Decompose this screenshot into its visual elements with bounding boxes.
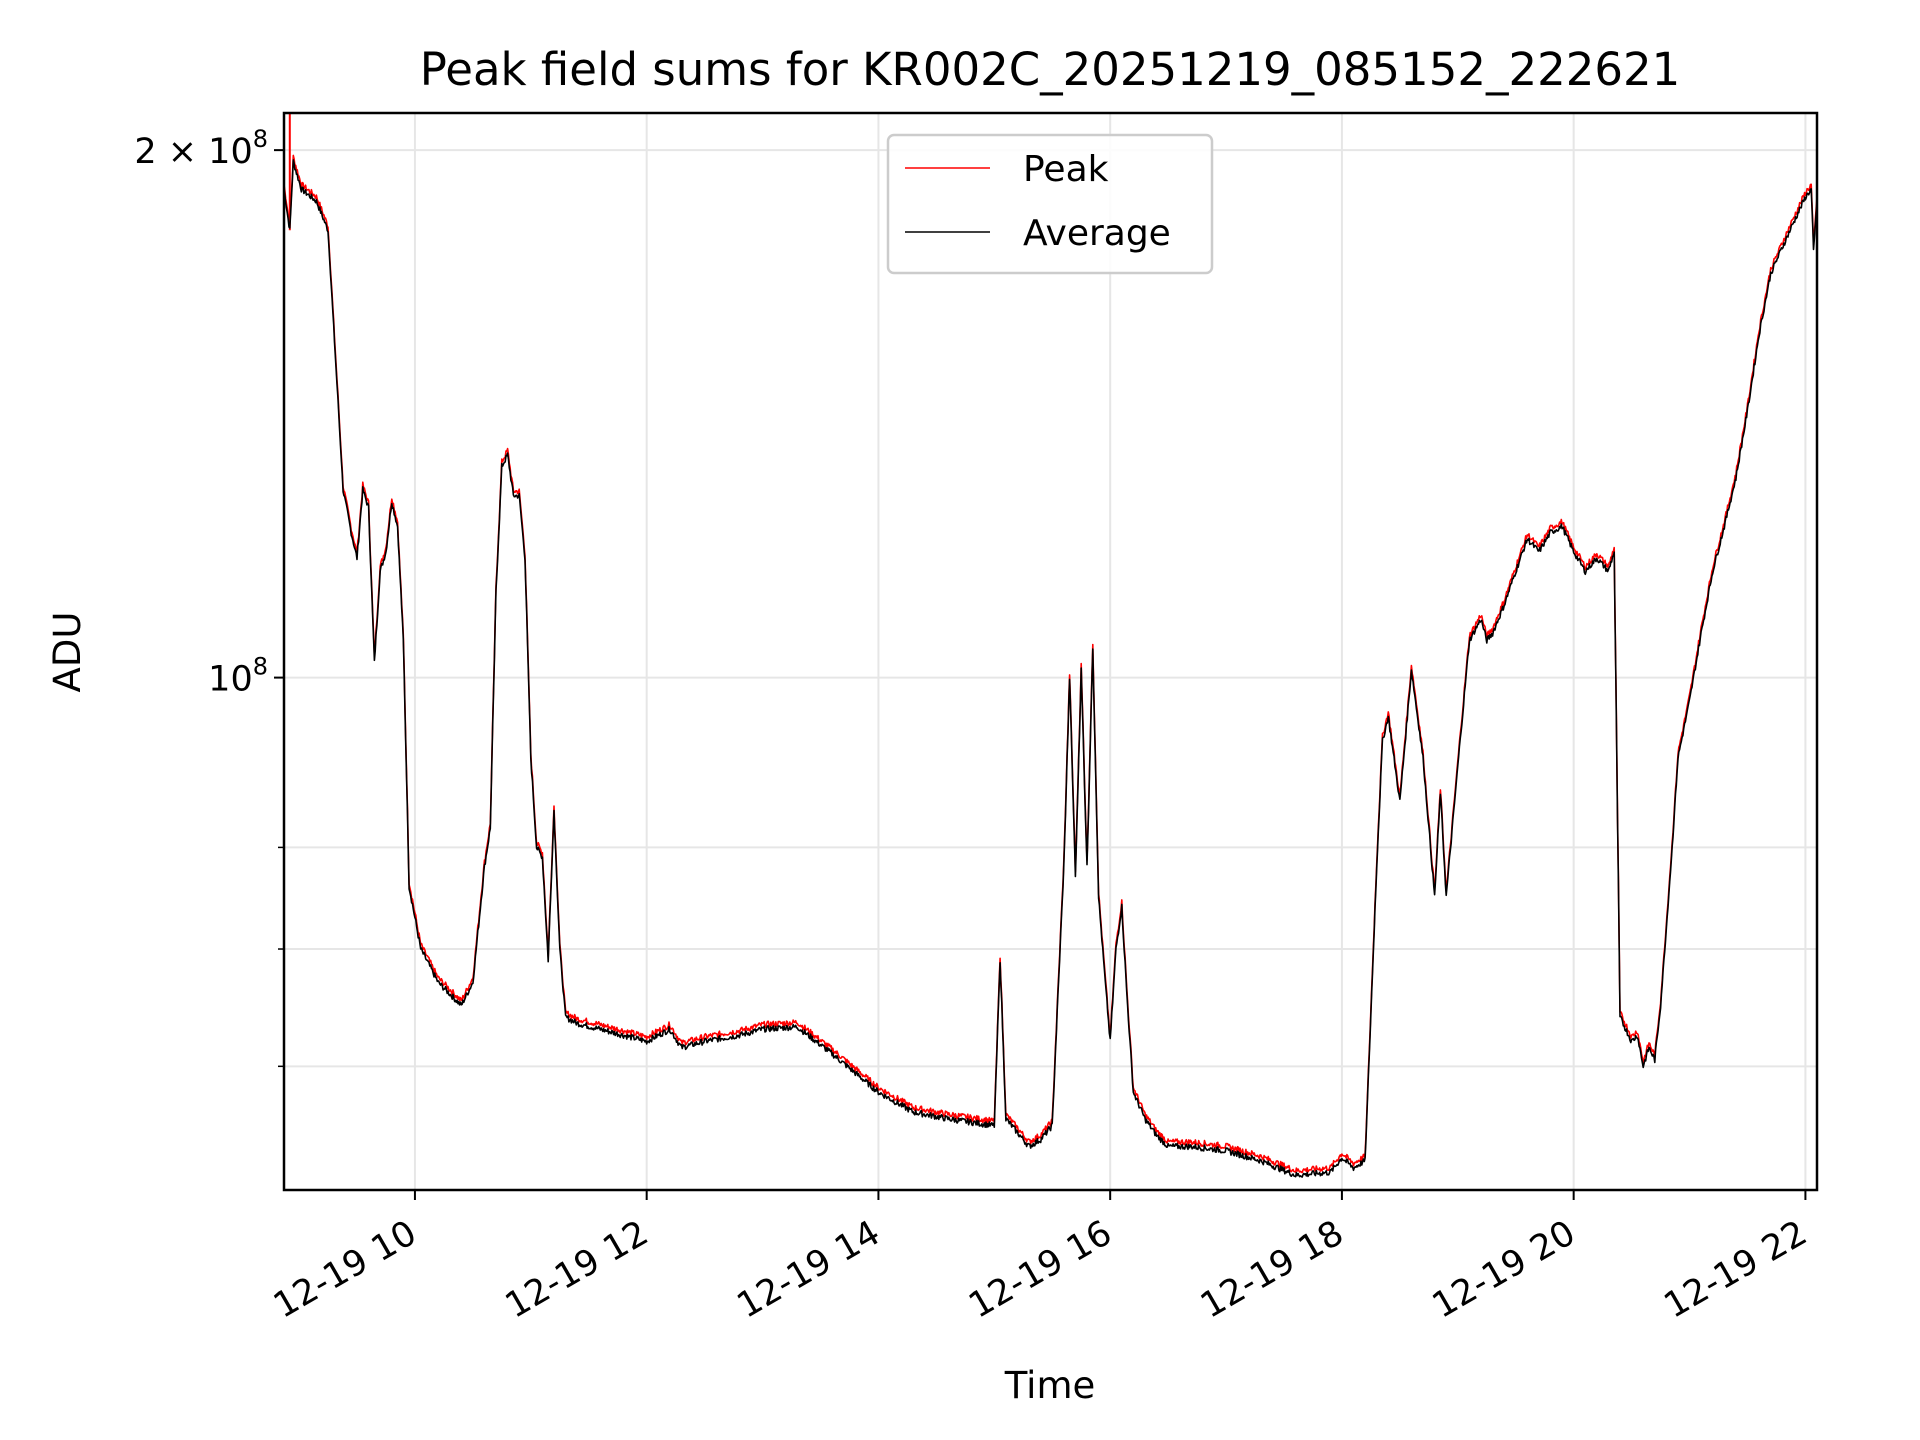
legend: Peak Average [886, 133, 1214, 275]
x-tick-label: 12-19 10 [267, 1213, 423, 1326]
chart-title: Peak field sums for KR002C_20251219_0851… [420, 43, 1680, 96]
legend-box [886, 133, 1214, 275]
x-tick-label: 12-19 20 [1426, 1213, 1582, 1326]
tick-layer: 12-19 10 12-19 12 12-19 14 12-19 16 12-19 18… [134, 125, 1814, 1326]
y-axis-label: ADU [46, 612, 89, 693]
x-tick-label: 12-19 18 [1194, 1213, 1350, 1326]
y-tick-label: 2 × 108 [134, 125, 268, 172]
plot-area-frame [282, 111, 1819, 1192]
series-line-average [283, 159, 1818, 1178]
x-axis-label: Time [1004, 1364, 1096, 1407]
x-tick-label: 12-19 22 [1658, 1213, 1814, 1326]
legend-label-peak: Peak [1023, 149, 1109, 190]
series-layer [283, 113, 1818, 1178]
x-tick-label: 12-19 12 [499, 1213, 655, 1326]
x-tick-label: 12-19 16 [962, 1213, 1118, 1326]
series-line-peak [283, 154, 1818, 1174]
grid-layer [284, 113, 1817, 1190]
x-tick-label: 12-19 14 [731, 1213, 887, 1326]
legend-label-average: Average [1023, 213, 1171, 254]
y-tick-label: 108 [208, 653, 268, 700]
